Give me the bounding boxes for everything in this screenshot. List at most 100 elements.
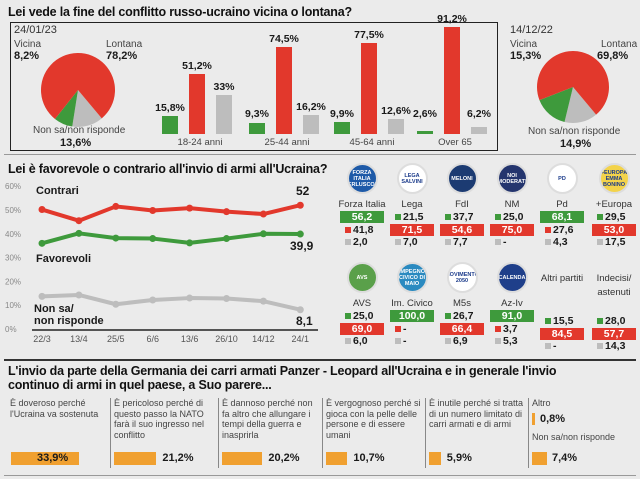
- option: È inutile perché si tratta di un numero …: [425, 398, 525, 468]
- end-label-favorevoli: 39,9: [290, 239, 314, 253]
- party-logo-icon: PD: [546, 163, 578, 194]
- party-value-row: 6,0: [337, 335, 387, 348]
- line-point: [186, 294, 194, 302]
- section3-title: L'invio da parte della Germania dei carr…: [8, 364, 557, 392]
- party-name: Forza Italia: [338, 199, 386, 210]
- party-value-highlight: 71,5: [390, 223, 434, 236]
- party-value: 27,6: [553, 223, 574, 236]
- series-label-contrari: Contrari: [36, 185, 79, 197]
- line-point: [38, 239, 46, 247]
- option: È dannoso perché non fa altro che allung…: [218, 398, 318, 468]
- party-value-highlight: 84,5: [540, 327, 584, 340]
- party-value-row: 68,1: [537, 211, 587, 224]
- option-value: 21,2%: [162, 452, 194, 464]
- option-text: È doveroso perché l'Ucraina va sostenuta: [10, 398, 99, 419]
- party-value: 6,0: [353, 335, 368, 348]
- x-tick-label: 24/1: [292, 334, 310, 344]
- age-bar: [162, 115, 178, 134]
- legend-square: [545, 343, 551, 350]
- party-name: NM: [504, 199, 520, 210]
- section2-title: Lei è favorevole o contrario all'invio d…: [8, 162, 328, 176]
- party-value: 5,3: [503, 335, 518, 348]
- party-value: 3,7: [503, 322, 518, 335]
- party-name: +Europa: [595, 199, 633, 210]
- legend-square: [495, 338, 501, 345]
- line-point: [223, 208, 230, 216]
- age-group-label: 18-24 anni: [177, 137, 223, 148]
- age-bar: [189, 74, 205, 134]
- option-bar: [114, 452, 157, 465]
- party-value-row: 7,7: [437, 236, 487, 249]
- age-bar: [249, 123, 265, 134]
- line-point: [112, 202, 120, 210]
- party-name: Im. Civico: [391, 298, 433, 309]
- legend-square: [495, 214, 501, 221]
- x-tick-label: 13/6: [181, 334, 199, 344]
- party-im-civico: IMPEGNO CIVICO DI MAIO Im. Civico 100,0- -: [387, 262, 437, 348]
- end-label-contrari: 52: [296, 184, 310, 198]
- option-bar: [11, 452, 79, 465]
- party-value-row: 14,3: [589, 340, 639, 353]
- party-az-iv: CALENDA Az-Iv 91,0 3,7 5,3: [487, 262, 537, 348]
- party-logo-icon: MOVIMENTO 2050: [446, 262, 478, 293]
- party-indecisi-astenuti: Indecisi/ astenuti 28,0 57,7 14,3: [589, 262, 639, 353]
- party-value-highlight: 56,2: [340, 211, 384, 224]
- line-point: [296, 306, 304, 314]
- party-value-row: -: [387, 335, 437, 348]
- party-value: 25,0: [353, 310, 374, 323]
- age-bar-value: 74,5%: [269, 32, 299, 45]
- age-group-label: 45-64 anni: [349, 137, 395, 148]
- party-name: Altri partiti: [540, 273, 584, 284]
- pie-previous-date: 14/12/22: [510, 24, 553, 36]
- party-m5s: MOVIMENTO 2050 M5s 26,7 66,4 6,9: [437, 262, 487, 348]
- party-value-highlight: 53,0: [592, 223, 636, 236]
- party-value-highlight: 66,4: [440, 322, 484, 335]
- x-tick-label: 26/10: [215, 334, 238, 344]
- age-bar-value: 6,2%: [467, 108, 491, 120]
- age-bar-value: 33%: [213, 81, 235, 94]
- pie-current-nonsa-value: 13,6%: [60, 137, 92, 149]
- slice-vicina: [539, 87, 573, 122]
- age-bar: [388, 119, 404, 134]
- party-value-row: 3,7: [487, 323, 537, 336]
- legend-square: [445, 239, 451, 246]
- party-value-row: 25,0: [487, 211, 537, 224]
- age-bar-value: 9,9%: [330, 108, 354, 120]
- party-value-row: 29,5: [589, 211, 639, 224]
- age-group-box: [10, 22, 498, 151]
- line-point: [223, 235, 230, 243]
- legend-square: [345, 338, 351, 345]
- x-tick-label: 25/5: [107, 334, 125, 344]
- party-value: 28,0: [605, 315, 626, 328]
- option-bar: [222, 452, 263, 465]
- option: È vergognoso perché si gioca con la pell…: [322, 398, 422, 468]
- line-point: [38, 292, 46, 300]
- line-point: [149, 206, 157, 214]
- series-label-nonsa-2: non risponde: [34, 315, 104, 327]
- line-point: [112, 300, 120, 308]
- party-value: 41,8: [353, 223, 374, 236]
- pie-previous-vicina-value: 15,3%: [510, 50, 542, 62]
- party-value-row: 27,6: [537, 224, 587, 237]
- legend-square: [597, 214, 603, 221]
- party-logo-icon: MELONI: [446, 163, 478, 194]
- party-value: 7,0: [403, 236, 418, 249]
- option-bar: [429, 452, 441, 465]
- age-bar-value: 77,5%: [354, 29, 384, 42]
- legend-square: [597, 343, 603, 350]
- party-value-highlight: 91,0: [490, 310, 534, 323]
- pie-chart-current: [41, 53, 115, 127]
- pie-previous-lontana-label: Lontana: [601, 39, 638, 50]
- party-value-highlight: 57,7: [592, 327, 636, 340]
- line-point: [296, 201, 304, 209]
- party-value-row: 66,4: [437, 322, 487, 336]
- line-point: [75, 217, 83, 225]
- y-tick-label: 0%: [5, 325, 17, 334]
- party-logo-icon: CALENDA: [496, 262, 528, 293]
- option-altro: Altro: [528, 398, 628, 468]
- line-point: [223, 295, 230, 303]
- party-value-highlight: 54,6: [440, 223, 484, 236]
- age-bar: [216, 95, 232, 134]
- series-label-nonsa-1: Non sa/: [34, 303, 74, 315]
- party-value-row: -: [387, 323, 437, 336]
